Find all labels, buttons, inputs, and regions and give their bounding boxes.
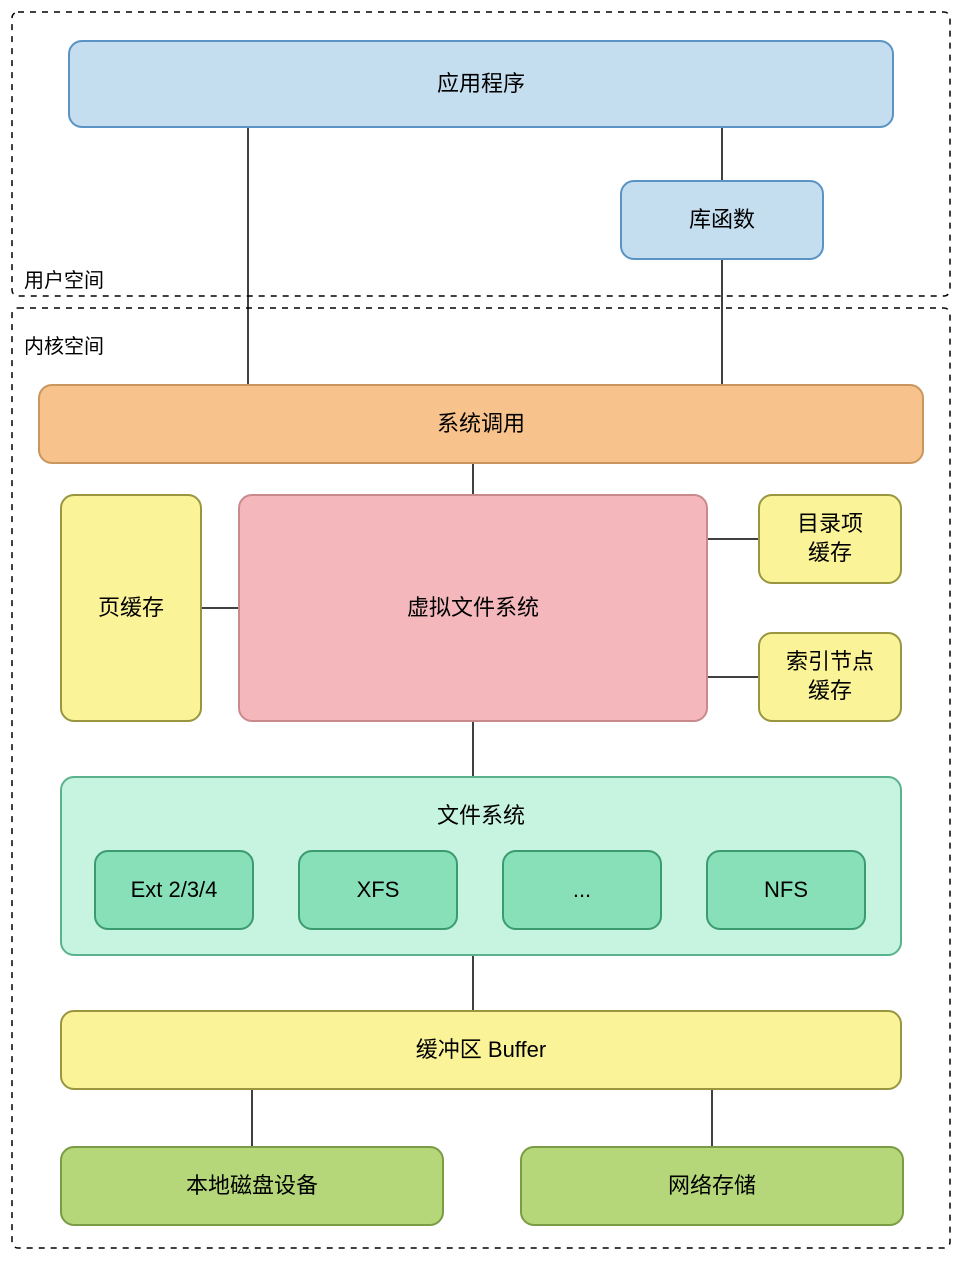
node-buffer: 缓冲区 Buffer <box>60 1010 902 1090</box>
kernel-space-label: 内核空间 <box>24 330 104 359</box>
node-xfs: XFS <box>298 850 458 930</box>
node-lib: 库函数 <box>620 180 824 260</box>
node-app: 应用程序 <box>68 40 894 128</box>
node-pagecache: 页缓存 <box>60 494 202 722</box>
node-ext: Ext 2/3/4 <box>94 850 254 930</box>
node-dcache: 目录项 缓存 <box>758 494 902 584</box>
node-vfs: 虚拟文件系统 <box>238 494 708 722</box>
node-icache: 索引节点 缓存 <box>758 632 902 722</box>
node-syscall: 系统调用 <box>38 384 924 464</box>
node-netstore: 网络存储 <box>520 1146 904 1226</box>
user-space-label: 用户空间 <box>24 264 104 293</box>
node-localdisk: 本地磁盘设备 <box>60 1146 444 1226</box>
node-etc: ... <box>502 850 662 930</box>
node-nfs: NFS <box>706 850 866 930</box>
fs-box-title: 文件系统 <box>62 802 900 831</box>
